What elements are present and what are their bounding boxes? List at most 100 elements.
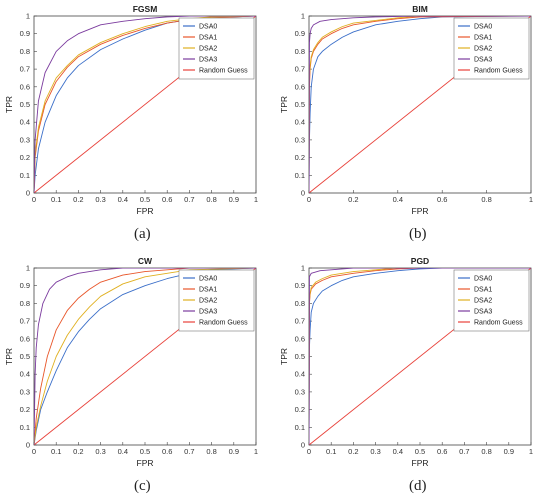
x-tick-label: 0.5 [415, 447, 425, 456]
x-tick-label: 0.5 [140, 195, 150, 204]
x-tick-label: 0.7 [184, 447, 194, 456]
y-tick-label: 0.5 [295, 352, 305, 361]
y-tick-label: 0.6 [20, 334, 30, 343]
x-tick-label: 0.4 [393, 447, 403, 456]
chart-title-pgd: PGD [411, 256, 429, 266]
series-line-dsa3 [309, 16, 531, 193]
y-tick-label: 1 [301, 12, 305, 21]
legend-label: DSA1 [474, 287, 492, 294]
caption-b: (b) [409, 226, 427, 242]
x-tick-label: 1 [529, 447, 533, 456]
roc-chart-cw: CW 0 0.1 0.2 0.3 0.4 0.5 0.6 0.7 0.8 0.9 1 0 0.1 0.2 0.… [4, 256, 258, 468]
x-tick-label: 0.6 [162, 447, 172, 456]
y-axis-label: TPR [279, 96, 289, 113]
series-group [309, 268, 531, 445]
y-tick-label: 0.3 [295, 387, 305, 396]
legend-label: DSA2 [474, 298, 492, 305]
caption-a: (a) [134, 226, 151, 242]
x-tick-label: 0 [32, 447, 36, 456]
x-tick-label: 0 [32, 195, 36, 204]
series-line-dsa2 [309, 16, 531, 193]
chart-title-bim: BIM [412, 4, 428, 14]
legend-label: DSA0 [199, 276, 217, 283]
legend-box [453, 17, 530, 80]
roc-panel-cw: CW 0 0.1 0.2 0.3 0.4 0.5 0.6 0.7 0.8 0.9 1 0 0.1 0.2 0.… [0, 252, 275, 504]
roc-chart-fgsm: FGSM 0 0.1 0.2 0.3 0.4 0.5 0.6 0.7 0.8 0.9 1 0 0.1 0.2… [4, 4, 258, 216]
x-tick-label: 0.9 [229, 447, 239, 456]
y-tick-label: 0.7 [20, 65, 30, 74]
legend-label: DSA1 [199, 35, 217, 42]
y-tick-label: 0.1 [295, 423, 305, 432]
y-tick-label: 0.8 [295, 299, 305, 308]
x-tick-label: 0.7 [184, 195, 194, 204]
legend-label: DSA2 [474, 46, 492, 53]
series-line-dsa0 [309, 268, 531, 445]
series-group [309, 16, 531, 193]
y-tick-label: 0.2 [295, 405, 305, 414]
legend-label: DSA3 [199, 309, 217, 316]
roc-panel-pgd: PGD 0 0.1 0.2 0.3 0.4 0.5 0.6 0.7 0.8 0.9 1 0 0.1 0.2 0… [275, 252, 550, 504]
x-tick-label: 0.3 [370, 447, 380, 456]
y-axis-label: TPR [4, 348, 14, 365]
y-tick-label: 0.4 [20, 370, 30, 379]
y-tick-label: 0.8 [20, 299, 30, 308]
x-tick-label: 0.8 [481, 195, 491, 204]
roc-chart-bim: BIM 0 0.2 0.4 0.6 0.8 1 0 0.1 0.2 0.3 0.4 0.5 0.6 0.7 0… [279, 4, 533, 216]
series-line-dsa2 [309, 268, 531, 445]
x-axis-label: FPR [137, 206, 154, 216]
x-tick-label: 0.5 [140, 447, 150, 456]
x-tick-label: 1 [254, 447, 258, 456]
x-tick-label: 0.8 [206, 195, 216, 204]
y-tick-label: 0.5 [20, 352, 30, 361]
legend: DSA0 DSA1 DSA2 DSA3 Random Guess [453, 17, 530, 80]
y-tick-label: 0.3 [295, 135, 305, 144]
y-tick-label: 0.5 [20, 100, 30, 109]
series-line-dsa3 [34, 16, 256, 193]
y-tick-label: 0 [301, 189, 305, 198]
y-tick-label: 0.3 [20, 135, 30, 144]
y-tick-label: 1 [26, 12, 30, 21]
x-tick-label: 0 [307, 195, 311, 204]
x-tick-label: 0.2 [73, 447, 83, 456]
legend-label: DSA1 [199, 287, 217, 294]
x-axis-label: FPR [137, 458, 154, 468]
y-tick-label: 0.1 [20, 423, 30, 432]
roc-chart-pgd: PGD 0 0.1 0.2 0.3 0.4 0.5 0.6 0.7 0.8 0.9 1 0 0.1 0.2 0… [279, 256, 533, 468]
x-tick-label: 0.4 [393, 195, 403, 204]
x-tick-label: 0.1 [51, 195, 61, 204]
y-tick-label: 0.9 [295, 281, 305, 290]
y-tick-label: 0.9 [295, 29, 305, 38]
legend-label: DSA3 [474, 57, 492, 64]
y-tick-label: 0.4 [295, 118, 305, 127]
y-tick-label: 0.7 [295, 317, 305, 326]
y-tick-label: 0.7 [295, 65, 305, 74]
x-axis-label: FPR [412, 206, 429, 216]
legend: DSA0 DSA1 DSA2 DSA3 Random Guess [178, 17, 255, 80]
y-tick-label: 0.8 [20, 47, 30, 56]
x-tick-label: 0.6 [162, 195, 172, 204]
x-tick-label: 0.2 [348, 447, 358, 456]
y-tick-label: 0.7 [20, 317, 30, 326]
y-axis-label: TPR [279, 348, 289, 365]
x-tick-label: 0.6 [437, 447, 447, 456]
legend-label: DSA3 [199, 57, 217, 64]
y-tick-label: 0.3 [20, 387, 30, 396]
legend-label: Random Guess [199, 68, 248, 75]
y-tick-label: 0.4 [295, 370, 305, 379]
legend-label: DSA0 [474, 24, 492, 31]
legend-label: DSA0 [199, 24, 217, 31]
y-tick-label: 0 [26, 189, 30, 198]
x-tick-label: 0.4 [118, 195, 128, 204]
x-tick-label: 0.8 [481, 447, 491, 456]
roc-panel-bim: BIM 0 0.2 0.4 0.6 0.8 1 0 0.1 0.2 0.3 0.4 0.5 0.6 0.7 0… [275, 0, 550, 252]
y-tick-label: 0.1 [295, 171, 305, 180]
legend-label: DSA1 [474, 35, 492, 42]
y-tick-label: 0.2 [20, 153, 30, 162]
series-line-dsa2 [34, 268, 256, 445]
y-tick-label: 1 [301, 264, 305, 273]
series-line-dsa3 [309, 268, 531, 445]
x-tick-label: 0 [307, 447, 311, 456]
x-tick-label: 0.3 [95, 195, 105, 204]
x-tick-label: 0.9 [229, 195, 239, 204]
legend-label: Random Guess [199, 320, 248, 327]
